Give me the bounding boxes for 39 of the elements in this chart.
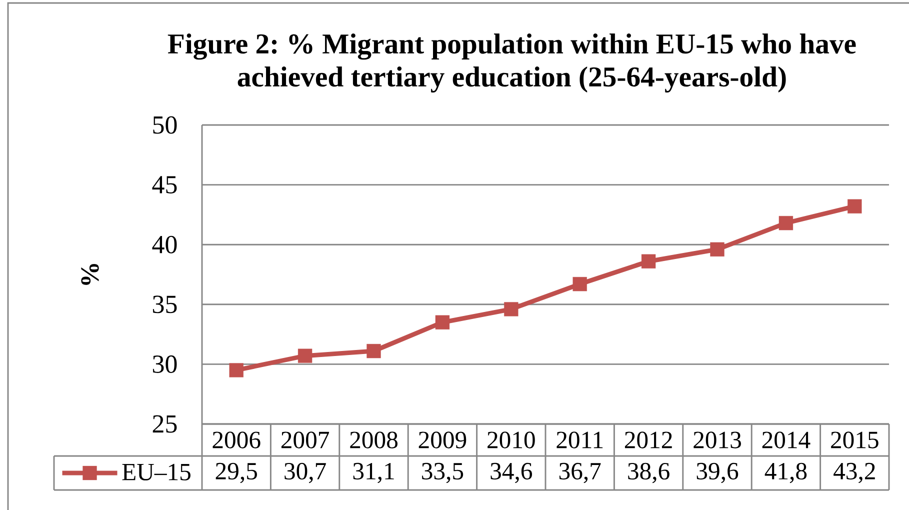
point [435,315,450,330]
x-tick-label: 2014 [762,432,810,448]
y-tick-label: 50 [153,116,177,134]
x-tick-label: 2011 [556,432,603,448]
y-tick-label: 40 [152,236,177,254]
x-tick-label: 2008 [350,432,398,448]
data-label: 29,5 [216,462,257,484]
x-tick-label: 2015 [831,432,878,448]
point [366,344,381,358]
point [710,242,724,256]
data-label: 33,5 [422,462,464,484]
data-label: 39,6 [696,462,738,484]
y-axis-title: % [81,264,99,285]
x-tick-label: 2009 [418,432,466,448]
x-tick-label: 2012 [624,432,672,448]
point [298,348,312,363]
x-tick-label: 2013 [694,432,741,448]
x-tick-label: 2006 [212,432,260,448]
point [504,302,518,316]
y-tick-label: 45 [152,176,177,194]
legend-label: EU–15 [122,464,190,480]
data-label: 34,6 [490,462,532,484]
data-label: 41,8 [764,462,807,484]
y-tick-label: 35 [152,296,177,314]
data-label: 43,2 [834,462,875,484]
y-tick-label: 25 [152,415,177,433]
data-label: 31,1 [353,462,394,484]
data-label: 38,6 [628,462,670,484]
point [848,199,862,214]
point [778,216,794,230]
x-tick-label: 2007 [281,432,330,448]
point [229,363,244,378]
data-label: 30,7 [284,462,326,484]
point [572,276,587,292]
chart-title: Figure 2: % Migrant population within EU-15 who have achieved tertiary education (25-64-years-old) [168,33,856,93]
y-tick-label: 30 [152,355,177,373]
x-tick-label: 2010 [488,432,535,448]
data-label: 36,7 [559,462,601,484]
point [641,254,656,268]
